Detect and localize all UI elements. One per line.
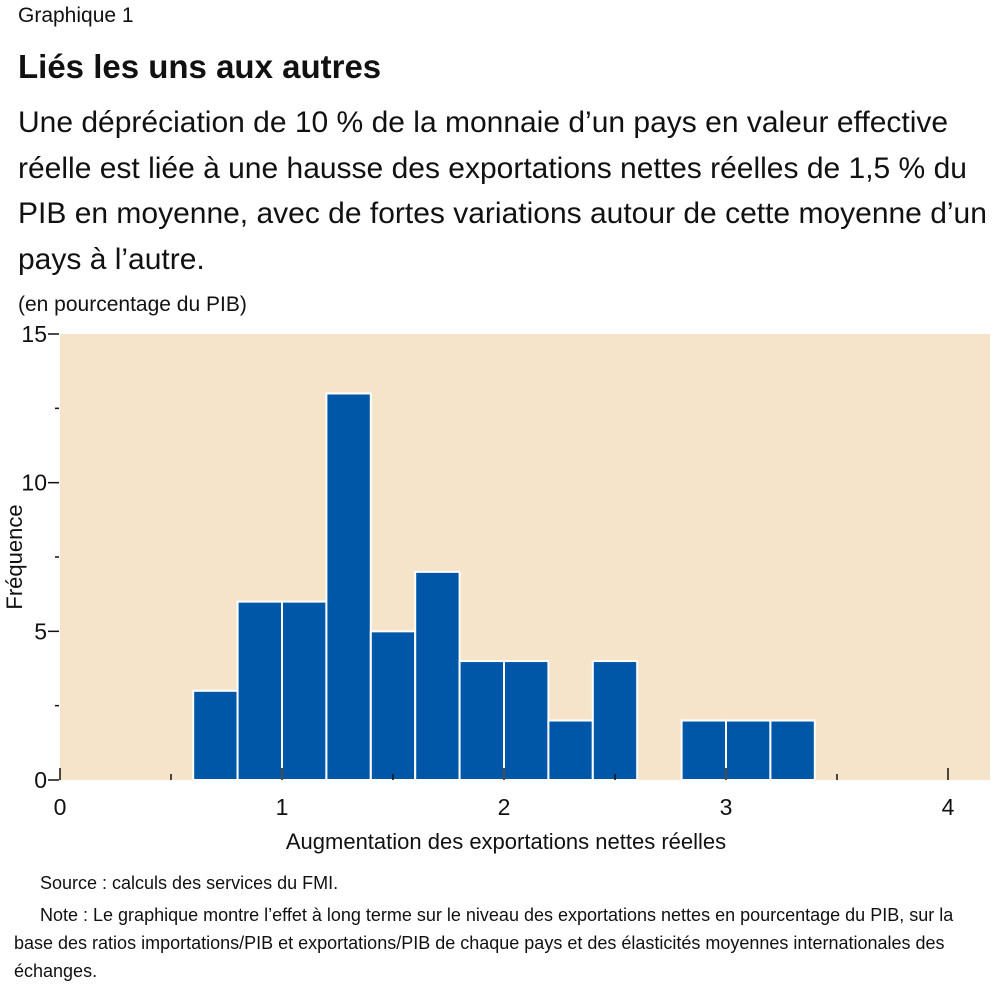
histogram-bar xyxy=(680,719,727,781)
footnote: Note : Le graphique montre l’effet à lon… xyxy=(14,905,954,981)
source-note: Source : calculs des services du FMI. xyxy=(40,873,339,893)
histogram-bar xyxy=(369,630,417,782)
histogram-bar xyxy=(591,660,639,782)
x-tick-label: 2 xyxy=(498,794,511,820)
histogram-bar xyxy=(458,660,506,782)
axes-group: 0 5 10 15 0 1 2 3 4 xyxy=(21,321,954,820)
histogram-bar xyxy=(503,660,550,782)
figure-number: Graphique 1 xyxy=(18,4,134,27)
unit-note: (en pourcentage du PIB) xyxy=(18,293,247,316)
bars-group xyxy=(192,392,816,782)
x-tick-label: 0 xyxy=(54,794,67,820)
x-tick-label: 1 xyxy=(276,794,289,820)
y-axis-label: Fréquence xyxy=(2,504,27,609)
x-tick-label: 3 xyxy=(720,794,733,820)
histogram-bar xyxy=(281,600,328,781)
histogram-bar xyxy=(769,719,816,781)
histogram-bar xyxy=(725,719,772,781)
x-axis-label: Augmentation des exportations nettes rée… xyxy=(286,829,726,854)
histogram-bar xyxy=(547,719,594,781)
y-tick-label: 15 xyxy=(21,321,47,347)
histogram-bar xyxy=(192,689,239,781)
chart-title: Liés les uns aux autres xyxy=(18,48,382,85)
histogram-bar xyxy=(325,392,372,781)
histogram-chart: 0 5 10 15 0 1 2 3 4 Fréquence Augmentation des e… xyxy=(2,321,990,854)
histogram-bar xyxy=(414,570,461,781)
y-tick-label: 10 xyxy=(21,470,47,496)
y-tick-label: 0 xyxy=(34,767,47,793)
chart-subtitle: Une dépréciation de 10 % de la monnaie d… xyxy=(18,106,987,276)
histogram-bar xyxy=(236,600,284,781)
y-tick-label: 5 xyxy=(34,618,47,644)
x-tick-label: 4 xyxy=(942,794,955,820)
